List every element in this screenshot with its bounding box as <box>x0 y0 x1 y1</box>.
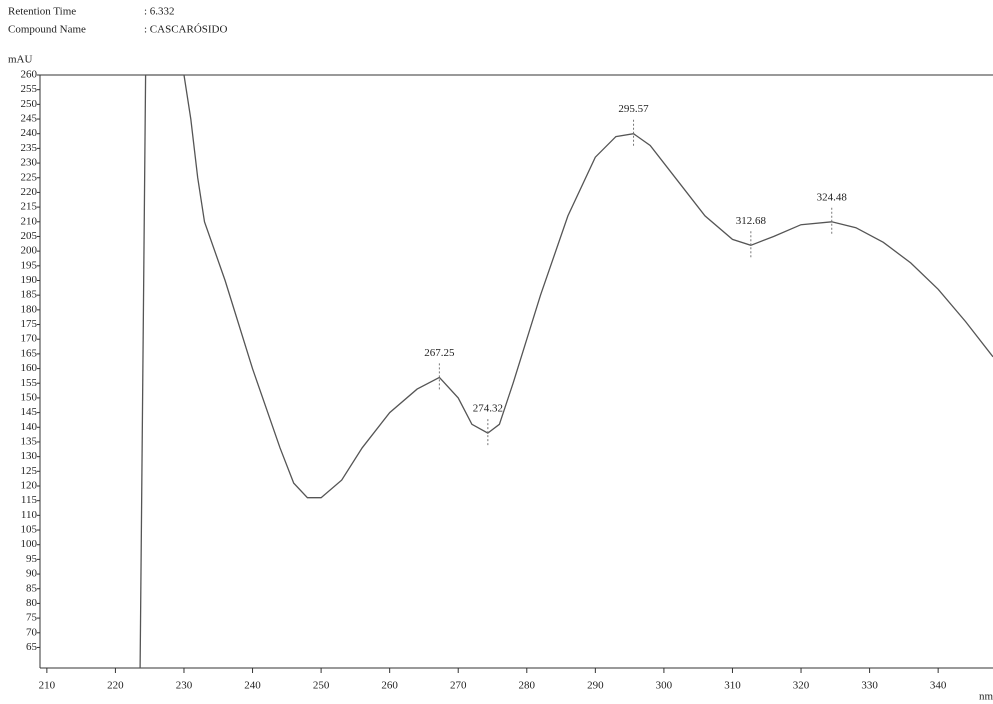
y-tick-label: 220 <box>21 186 38 198</box>
y-tick-label: 215 <box>21 201 38 213</box>
y-tick-label: 210 <box>21 215 38 227</box>
header-value: : 6.332 <box>144 6 175 18</box>
peak-label: 324.48 <box>817 191 848 203</box>
y-tick-label: 80 <box>26 597 38 609</box>
y-tick-label: 115 <box>21 494 38 506</box>
y-tick-label: 85 <box>26 582 38 594</box>
x-tick-label: 260 <box>381 680 398 692</box>
x-tick-label: 240 <box>244 680 261 692</box>
spectrum-line <box>139 74 993 669</box>
y-tick-label: 180 <box>21 303 38 315</box>
y-tick-label: 225 <box>21 171 38 183</box>
y-tick-label: 205 <box>21 230 38 242</box>
plot-area <box>139 74 993 669</box>
x-tick-label: 250 <box>313 680 330 692</box>
y-tick-label: 230 <box>21 157 38 169</box>
peak-label: 295.57 <box>618 103 649 115</box>
y-tick-label: 155 <box>21 377 38 389</box>
y-tick-label: 70 <box>26 626 38 638</box>
y-tick-label: 120 <box>21 480 38 492</box>
y-tick-label: 100 <box>21 538 38 550</box>
y-tick-label: 245 <box>21 113 38 125</box>
x-axis-label: nm <box>979 691 993 703</box>
y-tick-label: 130 <box>21 450 38 462</box>
y-tick-label: 255 <box>21 83 38 95</box>
y-tick-label: 105 <box>21 524 38 536</box>
y-tick-label: 260 <box>21 69 38 81</box>
y-tick-label: 135 <box>21 435 38 447</box>
y-tick-label: 200 <box>21 245 38 257</box>
y-tick-label: 140 <box>21 421 38 433</box>
x-tick-label: 220 <box>107 680 124 692</box>
peak-label: 312.68 <box>736 215 767 227</box>
y-tick-label: 75 <box>26 612 38 624</box>
y-tick-label: 160 <box>21 362 38 374</box>
header-value: : CASCARÓSIDO <box>144 24 227 36</box>
x-tick-label: 340 <box>930 680 947 692</box>
y-tick-label: 125 <box>21 465 38 477</box>
x-tick-label: 290 <box>587 680 604 692</box>
x-tick-label: 300 <box>656 680 673 692</box>
x-tick-label: 320 <box>793 680 810 692</box>
y-tick-label: 65 <box>26 641 38 653</box>
y-tick-label: 110 <box>21 509 38 521</box>
x-tick-label: 230 <box>176 680 193 692</box>
x-tick-label: 270 <box>450 680 467 692</box>
peak-label: 274.32 <box>473 403 503 415</box>
y-tick-label: 170 <box>21 333 38 345</box>
y-tick-label: 250 <box>21 98 38 110</box>
header-label: Retention Time <box>8 6 76 18</box>
y-tick-label: 240 <box>21 127 38 139</box>
x-tick-label: 310 <box>724 680 741 692</box>
x-tick-label: 210 <box>39 680 56 692</box>
y-tick-label: 90 <box>26 568 38 580</box>
y-tick-label: 185 <box>21 289 38 301</box>
header-label: Compound Name <box>8 24 86 36</box>
x-tick-label: 330 <box>861 680 878 692</box>
y-tick-label: 165 <box>21 347 38 359</box>
y-tick-label: 145 <box>21 406 38 418</box>
peak-label: 267.25 <box>424 347 455 359</box>
y-tick-label: 195 <box>21 259 38 271</box>
y-tick-label: 175 <box>21 318 38 330</box>
x-tick-label: 280 <box>519 680 536 692</box>
y-tick-label: 95 <box>26 553 38 565</box>
y-tick-label: 190 <box>21 274 38 286</box>
y-axis-label: mAU <box>8 54 33 66</box>
y-tick-label: 150 <box>21 391 38 403</box>
y-tick-label: 235 <box>21 142 38 154</box>
